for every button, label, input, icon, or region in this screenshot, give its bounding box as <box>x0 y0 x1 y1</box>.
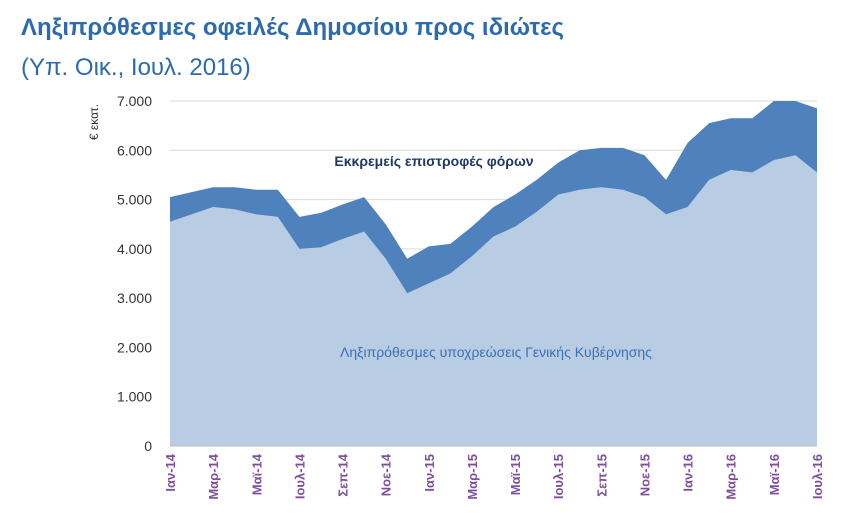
chart-title: Ληξιπρόθεσμες οφειλές Δημοσίου προς ιδιώ… <box>21 14 564 41</box>
x-tick-label: Μαϊ-15 <box>508 454 523 495</box>
area-series-tax-refunds <box>170 101 817 294</box>
y-tick-label: 7.000 <box>117 93 152 109</box>
y-tick-label: 4.000 <box>117 241 152 257</box>
x-tick-label: Ιαν-16 <box>681 454 696 492</box>
x-tick-label: Μαρ-14 <box>206 453 221 499</box>
y-tick-label: 3.000 <box>117 290 152 306</box>
x-tick-label: Μαρ-16 <box>724 454 739 500</box>
x-tick-label: Ιαν-14 <box>163 453 178 491</box>
y-axis: 0 1.000 2.000 3.000 4.000 5.000 6.000 7.000 <box>117 93 152 454</box>
series-label-upper: Εκκρεμείς επιστροφές φόρων <box>334 153 533 169</box>
x-tick-label: Νοε-15 <box>637 454 652 496</box>
x-tick-label: Ιουλ-16 <box>810 454 825 499</box>
x-tick-label: Σεπ-15 <box>594 454 609 497</box>
x-tick-label: Μαϊ-14 <box>249 453 264 495</box>
y-tick-label: 0 <box>144 438 152 454</box>
chart-areas <box>170 101 817 446</box>
chart-subtitle: (Υπ. Οικ., Ιουλ. 2016) <box>21 54 251 81</box>
x-tick-label: Ιουλ-14 <box>292 453 307 499</box>
x-tick-label: Σεπ-14 <box>336 453 351 496</box>
x-tick-label: Μαϊ-16 <box>767 454 782 495</box>
series-label-lower: Ληξιπρόθεσμες υποχρεώσεις Γενικής Κυβέρν… <box>340 344 652 360</box>
area-series-overdue-liabilities <box>170 155 817 446</box>
y-tick-label: 5.000 <box>117 192 152 208</box>
y-tick-label: 1.000 <box>117 389 152 405</box>
y-tick-label: 6.000 <box>117 142 152 158</box>
y-tick-label: 2.000 <box>117 339 152 355</box>
x-axis: Ιαν-14 Μαρ-14 Μαϊ-14 Ιουλ-14 Σεπ-14 Νοε-14 Ιαν… <box>163 445 825 500</box>
y-axis-label: € εκατ. <box>87 104 101 140</box>
x-tick-label: Ιουλ-15 <box>551 454 566 499</box>
x-tick-label: Ιαν-15 <box>422 454 437 492</box>
x-tick-label: Μαρ-15 <box>465 454 480 500</box>
x-tick-label: Νοε-14 <box>379 453 394 496</box>
